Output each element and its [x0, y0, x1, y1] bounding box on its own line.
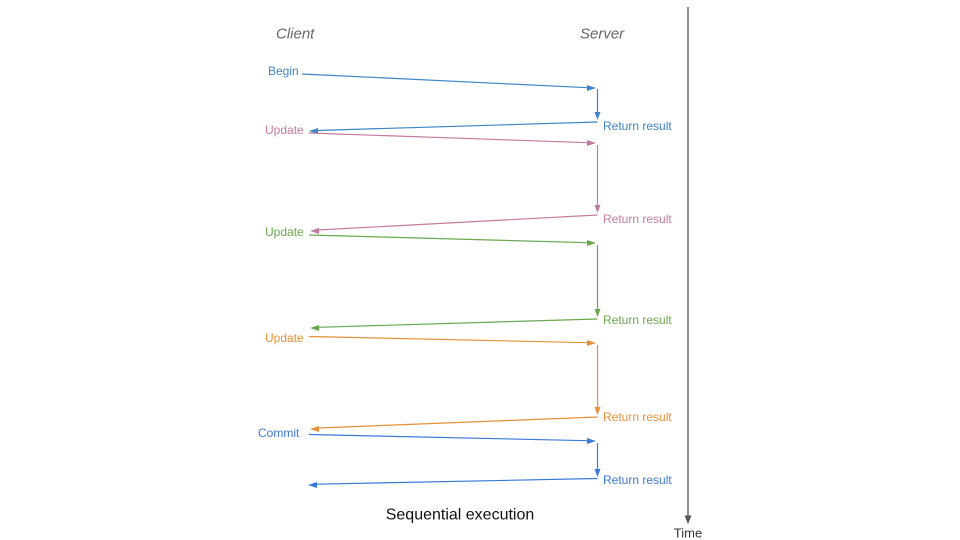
time-axis-arrowhead-icon: [684, 515, 692, 524]
return-line: [317, 318, 598, 328]
return-arrowhead-icon: [308, 482, 317, 488]
return-line: [317, 416, 598, 429]
message-0-begin: Begin Return result: [268, 64, 672, 134]
request-line: [308, 335, 589, 344]
message-action-label: Update: [265, 225, 304, 239]
return-result-label: Return result: [603, 119, 672, 133]
request-arrowhead-icon: [587, 438, 596, 444]
client-column-header: Client: [276, 26, 315, 43]
message-2-update: Update Return result: [265, 225, 672, 331]
return-arrowhead-icon: [310, 426, 319, 432]
request-line: [301, 73, 589, 89]
message-4-commit: Commit Return result: [258, 426, 672, 488]
return-line: [316, 121, 598, 132]
message-action-label: Update: [265, 123, 304, 137]
request-arrowhead-icon: [587, 340, 596, 346]
request-arrowhead-icon: [587, 85, 596, 91]
processing-arrowhead-icon: [594, 112, 601, 120]
return-line: [315, 477, 598, 485]
request-arrowhead-icon: [587, 140, 596, 146]
return-arrowhead-icon: [310, 228, 319, 234]
server-column-header: Server: [580, 26, 625, 43]
return-result-label: Return result: [603, 473, 672, 487]
message-action-label: Commit: [258, 426, 300, 440]
processing-arrowhead-icon: [594, 205, 601, 213]
message-action-label: Update: [265, 331, 304, 345]
request-line: [308, 132, 589, 144]
request-arrowhead-icon: [587, 240, 596, 246]
return-line: [317, 214, 598, 231]
processing-arrowhead-icon: [594, 309, 601, 317]
diagram-title: Sequential execution: [386, 507, 535, 524]
request-line: [308, 234, 589, 244]
return-result-label: Return result: [603, 212, 672, 226]
return-result-label: Return result: [603, 410, 672, 424]
return-result-label: Return result: [603, 313, 672, 327]
processing-arrowhead-icon: [594, 469, 601, 477]
message-3-update: Update Return result: [265, 331, 672, 432]
message-action-label: Begin: [268, 64, 299, 78]
processing-arrowhead-icon: [594, 407, 601, 415]
request-line: [308, 433, 589, 442]
message-1-update: Update Return result: [265, 123, 672, 234]
return-arrowhead-icon: [309, 128, 318, 134]
return-arrowhead-icon: [310, 325, 319, 331]
time-axis-label: Time: [674, 526, 702, 540]
